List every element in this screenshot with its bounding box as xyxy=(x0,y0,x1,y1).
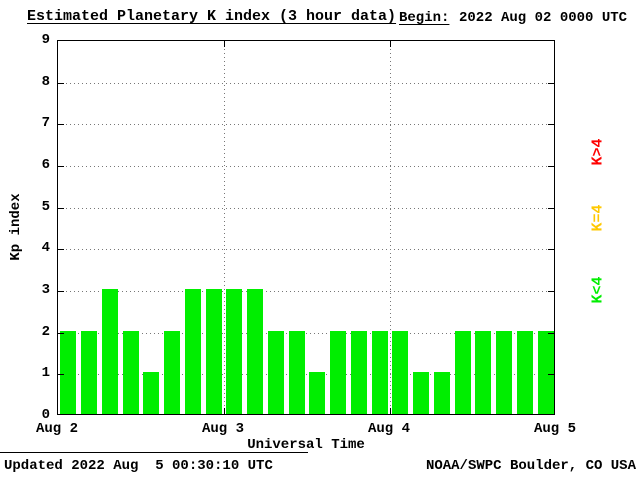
kp-bar xyxy=(226,289,243,414)
footer-divider xyxy=(0,452,308,453)
x-axis-tick xyxy=(390,408,391,414)
kp-bar xyxy=(350,330,367,414)
y-tick-label: 6 xyxy=(41,157,50,173)
y-axis-tick xyxy=(58,332,64,334)
kp-bar xyxy=(164,330,181,414)
kp-bar xyxy=(122,330,139,414)
y-tick-label: 2 xyxy=(41,323,50,340)
chart-title: Estimated Planetary K index (3 hour data… xyxy=(27,8,397,25)
legend-k-equal-4: K=4 xyxy=(589,204,607,232)
y-tick-label: 5 xyxy=(41,198,50,215)
gridline-horizontal xyxy=(58,166,554,167)
kp-bar xyxy=(392,330,409,414)
kp-bar xyxy=(60,330,77,414)
kp-bar xyxy=(247,289,264,414)
kp-bar xyxy=(496,330,513,414)
gridline-vertical xyxy=(224,41,225,414)
y-axis-tick xyxy=(548,82,554,84)
y-axis-tick xyxy=(548,207,554,209)
kp-bar xyxy=(81,330,98,414)
y-tick-label: 3 xyxy=(41,282,50,298)
gridline-horizontal xyxy=(58,291,554,292)
kp-bar xyxy=(309,372,326,414)
kp-bar xyxy=(101,289,118,414)
y-axis-tick xyxy=(58,291,64,292)
x-tick-label: Aug 4 xyxy=(367,421,410,437)
kp-bar xyxy=(475,330,492,414)
begin-label: Begin: xyxy=(399,10,450,26)
x-axis-tick xyxy=(224,41,225,47)
kp-bar xyxy=(330,330,347,414)
y-axis-tick xyxy=(548,332,554,334)
kp-bar xyxy=(143,372,160,414)
y-tick-label: 8 xyxy=(41,73,50,90)
gridline-horizontal xyxy=(58,249,554,251)
y-tick-label: 4 xyxy=(41,240,50,257)
x-axis-label: Universal Time xyxy=(247,437,365,453)
y-axis-tick xyxy=(58,82,64,84)
kp-bar xyxy=(184,289,201,414)
y-axis-tick xyxy=(58,207,64,209)
y-axis-tick xyxy=(548,291,554,292)
kp-bar xyxy=(413,372,430,414)
updated-timestamp: Updated 2022 Aug 5 00:30:10 UTC xyxy=(4,458,273,474)
gridline-horizontal xyxy=(58,207,554,209)
gridline-horizontal xyxy=(58,332,554,334)
y-axis-tick xyxy=(548,374,554,376)
y-axis-tick xyxy=(548,124,554,126)
kp-bar xyxy=(371,330,388,414)
kp-bar xyxy=(205,289,222,414)
kp-bar xyxy=(454,330,471,414)
y-tick-label: 9 xyxy=(41,32,50,48)
y-tick-label: 0 xyxy=(41,407,50,423)
gridline-horizontal xyxy=(58,82,554,84)
kp-bar xyxy=(288,330,305,414)
kp-bar xyxy=(516,330,533,414)
x-tick-label: Aug 3 xyxy=(201,421,244,437)
gridline-horizontal xyxy=(58,374,554,376)
source-credit: NOAA/SWPC Boulder, CO USA xyxy=(425,458,636,474)
y-axis-tick xyxy=(58,166,64,167)
y-tick-label: 1 xyxy=(41,365,50,382)
y-axis-tick xyxy=(548,166,554,167)
kp-bar xyxy=(433,372,450,414)
x-axis-tick xyxy=(224,408,225,414)
gridline-horizontal xyxy=(58,124,554,126)
x-axis-tick xyxy=(390,41,391,47)
kp-bar xyxy=(537,330,554,414)
y-axis-tick xyxy=(58,249,64,251)
y-axis-tick xyxy=(58,374,64,376)
y-tick-label: 7 xyxy=(41,115,50,132)
y-axis-tick xyxy=(548,249,554,251)
legend-k-above-4: K>4 xyxy=(589,138,607,166)
kp-bar xyxy=(267,330,284,414)
x-tick-label: Aug 5 xyxy=(533,421,576,437)
x-tick-label: Aug 2 xyxy=(35,421,78,437)
plot-area xyxy=(57,40,555,415)
begin-value: 2022 Aug 02 0000 UTC xyxy=(459,10,628,26)
gridline-vertical xyxy=(390,41,391,414)
y-axis-tick xyxy=(58,124,64,126)
legend-k-below-4: K<4 xyxy=(589,276,607,304)
